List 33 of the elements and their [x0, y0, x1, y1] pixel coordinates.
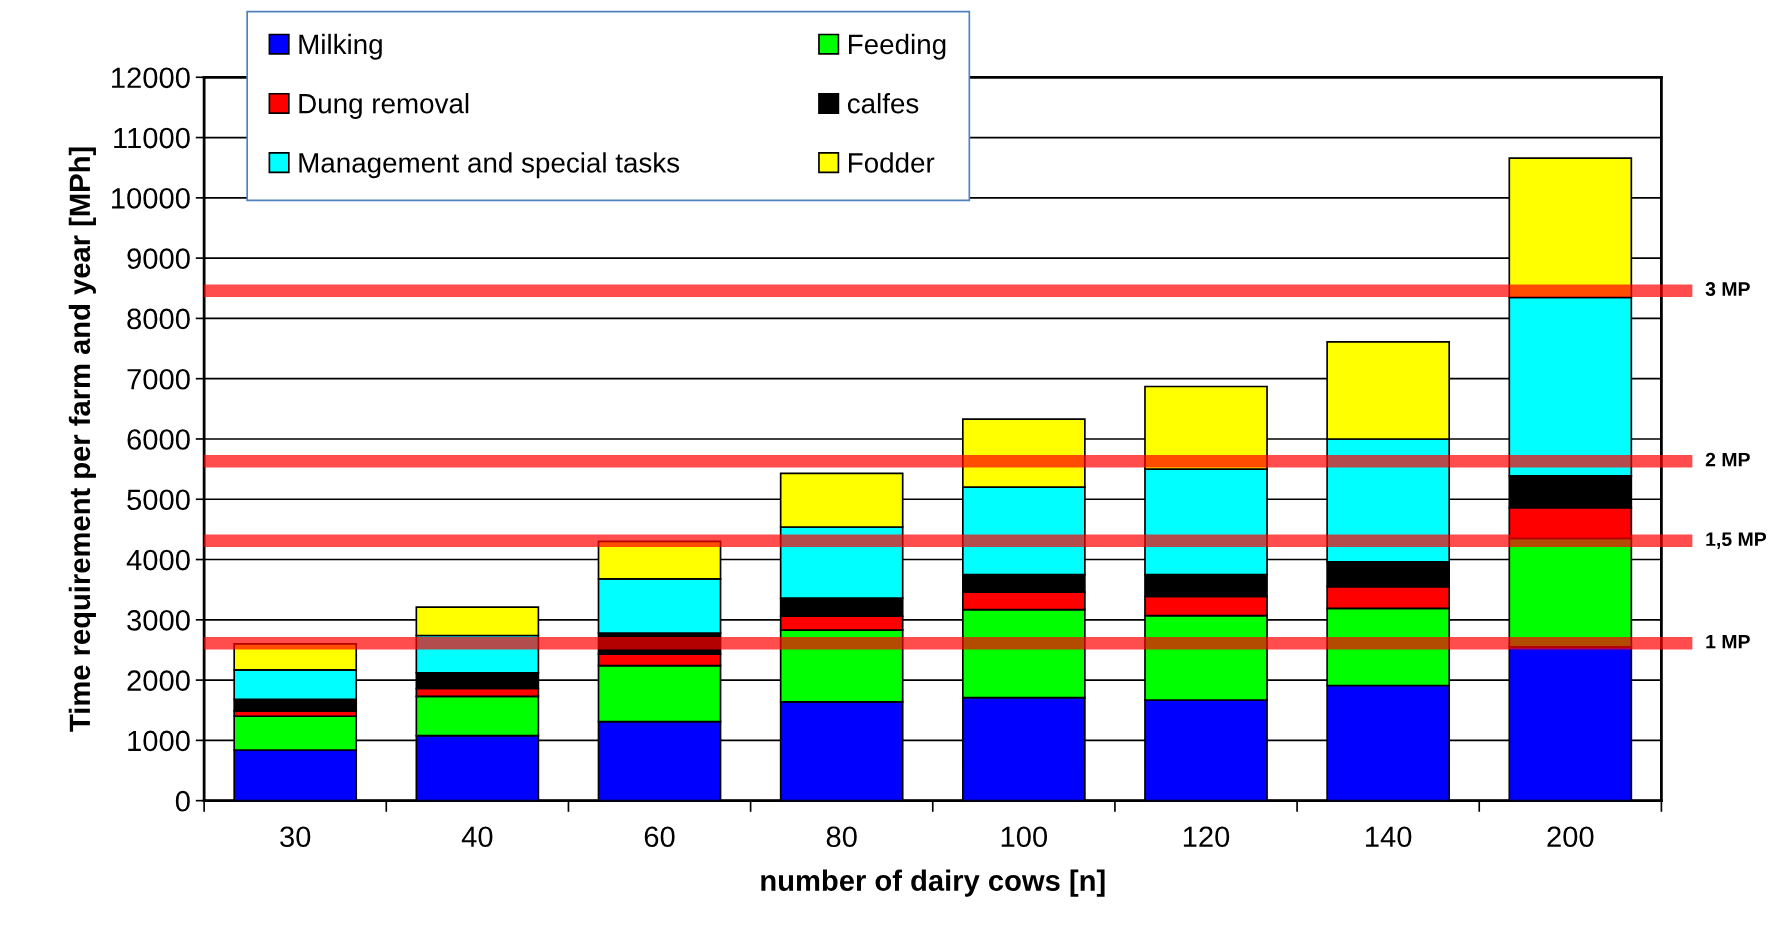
y-tick-label: 2000 [127, 670, 190, 691]
x-tick-label: 80 [826, 826, 857, 848]
ref-line-label: 1,5 MP [1706, 532, 1767, 549]
x-tick-label: 120 [1183, 826, 1230, 848]
y-tick-label: 8000 [127, 308, 190, 330]
legend-label: Fodder [849, 152, 935, 173]
legend-label: Dung removal [299, 93, 469, 119]
y-tick-label: 4000 [126, 549, 190, 571]
y-tick-label: 7000 [127, 368, 190, 390]
y-axis-title: Time requirement per farm and year [MPh] [68, 147, 96, 732]
y-tick-label: 5000 [127, 489, 190, 511]
y-tick-label: 10000 [112, 188, 190, 209]
ref-line-label: 3 MP [1705, 282, 1750, 296]
ref-line-label: 1 MP [1706, 634, 1750, 649]
y-tick-label: 12000 [112, 67, 190, 89]
x-tick-label: 60 [644, 826, 675, 848]
x-tick-label: 140 [1366, 826, 1412, 848]
y-tick-label: 3000 [127, 610, 190, 631]
x-tick-label: 100 [1001, 826, 1048, 848]
y-tick-label: 6000 [127, 429, 190, 450]
y-tick-label: 1000 [128, 730, 190, 752]
legend-label: Management and special tasks [299, 152, 680, 179]
x-tick-label: 200 [1547, 826, 1594, 848]
y-tick-label: 0 [175, 790, 190, 812]
x-tick-label: 30 [280, 826, 311, 848]
legend-label: Feeding [849, 33, 946, 60]
x-axis-title: number of dairy cows [n] [761, 869, 1105, 897]
y-tick-label: 11000 [114, 127, 190, 149]
legend-label: Milking [299, 33, 382, 60]
x-tick-label: 40 [461, 826, 493, 848]
y-tick-label: 9000 [127, 248, 190, 269]
ref-line-label: 2 MP [1705, 452, 1750, 467]
legend-label: calfes [847, 93, 919, 114]
